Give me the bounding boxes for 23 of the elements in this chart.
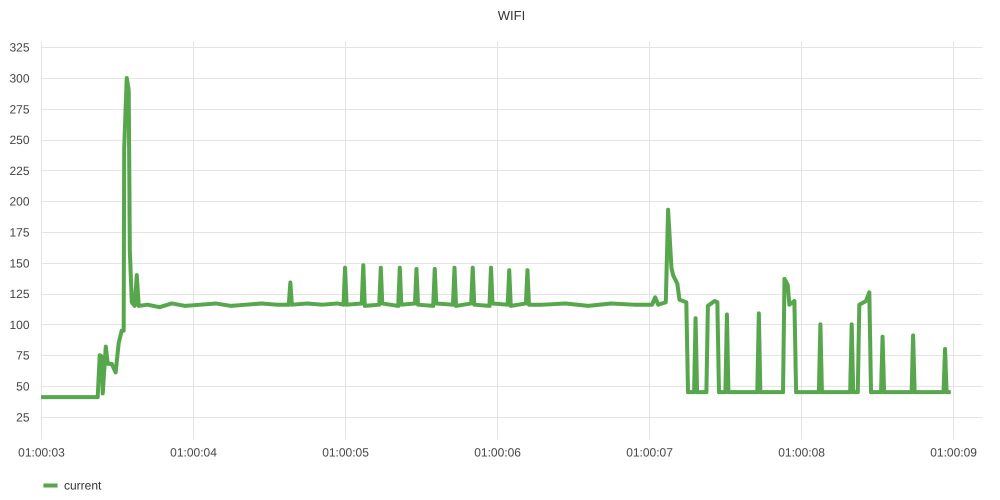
x-tick-label: 01:00:06 [474, 446, 522, 460]
y-tick-label: 225 [9, 164, 30, 178]
x-tick-label: 01:00:05 [322, 446, 370, 460]
x-tick-label: 01:00:04 [170, 446, 218, 460]
chart-title: WIFI [498, 8, 526, 23]
y-tick-label: 50 [16, 380, 30, 394]
line-series [39, 76, 953, 400]
y-tick-label: 100 [9, 318, 30, 332]
y-tick-label: 75 [16, 348, 30, 363]
y-tick-label: 125 [9, 287, 30, 302]
y-tick-label: 300 [9, 71, 30, 86]
x-tick-label: 01:00:03 [18, 446, 66, 460]
y-tick-label: 250 [9, 133, 30, 148]
y-tick-label: 175 [9, 225, 30, 240]
x-tick-label: 01:00:08 [778, 446, 826, 460]
y-tick-label: 325 [9, 40, 30, 55]
x-tick-label: 01:00:09 [930, 446, 978, 460]
y-tick-label: 275 [9, 102, 30, 116]
y-tick-label: 25 [16, 410, 30, 424]
y-tick-label: 200 [9, 194, 30, 209]
legend-label: current [64, 478, 102, 492]
y-tick-label: 150 [9, 256, 30, 270]
x-tick-label: 01:00:07 [626, 446, 674, 460]
